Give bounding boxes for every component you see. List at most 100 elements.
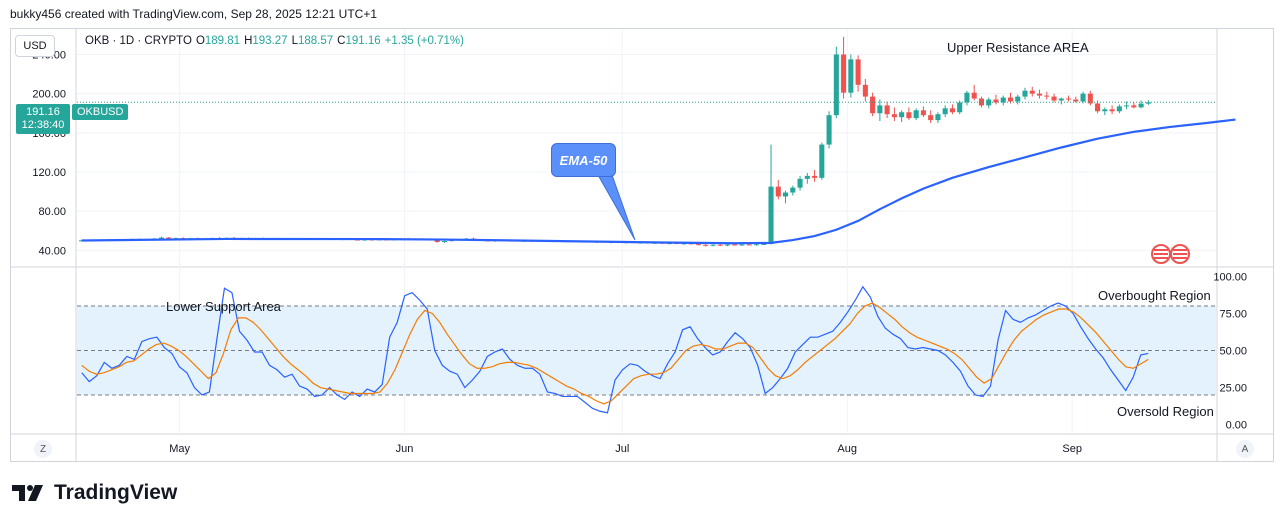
candle-body	[768, 186, 774, 244]
candle-body	[1095, 103, 1101, 112]
rsi-axis-ticks: 100.00 75.00 50.00 25.00 0.00	[1213, 271, 1247, 431]
candle-body	[790, 187, 796, 193]
last-price: 191.16	[26, 106, 60, 118]
rsi-tick-label: 50.00	[1219, 346, 1247, 358]
candle-body	[920, 110, 926, 116]
candle-body	[166, 237, 172, 239]
ema-callout-pointer	[597, 174, 636, 241]
open-value: 189.81	[204, 35, 241, 47]
candle-body	[1124, 105, 1130, 107]
candle-body	[913, 110, 919, 119]
candle-body	[942, 108, 948, 115]
candle-body	[906, 112, 912, 119]
high-value: 193.27	[252, 35, 288, 47]
candle-body	[724, 244, 731, 246]
candle-body	[753, 244, 760, 246]
overbought-annotation: Overbought Region	[1098, 288, 1211, 303]
candle-body	[1131, 105, 1137, 108]
candle-body	[993, 99, 999, 103]
candle-body	[158, 237, 164, 239]
candle-body	[717, 244, 723, 246]
candle-body	[848, 59, 854, 93]
candle-body	[1015, 96, 1021, 102]
candle-body	[971, 92, 977, 99]
candle-body	[739, 244, 745, 246]
support-annotation: Lower Support Area	[166, 299, 281, 314]
candle-body	[935, 114, 941, 121]
currency-selector[interactable]: USD	[15, 35, 55, 57]
low-value: 188.57	[297, 35, 334, 47]
change-value: +1.35 (+0.71%)	[384, 35, 464, 47]
candle-body	[826, 115, 832, 145]
rsi-band	[77, 305, 1216, 396]
time-axis-labels: MayJunJulAugSepOct	[169, 443, 1082, 455]
rsi-tick-label: 25.00	[1219, 383, 1247, 395]
brand-name: TradingView	[54, 481, 178, 504]
chart-frame	[10, 28, 1274, 462]
candle-body	[819, 144, 825, 178]
rsi-tick-label: 75.00	[1219, 308, 1247, 320]
ohlc-legend: OKB · 1D · CRYPTO O189.81 H193.27 L188.5…	[85, 35, 464, 47]
candle-body	[746, 244, 752, 246]
bar-countdown: 12:38:40	[21, 119, 65, 131]
candle-body	[1036, 93, 1043, 96]
candle-body	[761, 243, 767, 245]
rsi-tick-label: 0.00	[1226, 420, 1247, 432]
candle-body	[775, 186, 781, 197]
candle-body	[1051, 96, 1057, 101]
candle-body	[1044, 95, 1050, 97]
candle-body	[797, 178, 803, 188]
open-label: O	[195, 35, 205, 47]
candle-body	[1022, 90, 1028, 97]
candle-body	[891, 114, 897, 118]
candle-body	[710, 244, 716, 246]
candle-body	[877, 105, 883, 114]
candle-body	[79, 240, 85, 242]
candle-body	[1080, 93, 1086, 102]
symbol-label[interactable]: OKB · 1D · CRYPTO	[85, 35, 192, 47]
candle-body	[1066, 98, 1072, 100]
candle-body	[1029, 90, 1035, 94]
time-tick-label: May	[169, 443, 190, 455]
candle-body	[964, 92, 970, 103]
candle-body	[703, 244, 709, 246]
candle-body	[899, 112, 905, 118]
candle-body	[833, 54, 839, 116]
candle-body	[841, 54, 847, 93]
attribution-text: bukky456 created with TradingView.com, S…	[10, 7, 378, 21]
ticker-tag: OKBUSD	[72, 104, 129, 120]
candle-body	[1000, 97, 1006, 103]
candle-body	[1058, 98, 1064, 101]
us-flag-icon	[1170, 244, 1190, 264]
candle-body	[782, 192, 789, 197]
candle-body	[1102, 109, 1108, 112]
candle-body	[986, 99, 992, 106]
low-label: L	[291, 35, 298, 47]
resistance-annotation: Upper Resistance AREA	[947, 40, 1089, 55]
high-label: H	[244, 35, 253, 47]
rsi-fast-line	[81, 285, 1149, 414]
time-tick-label: Jul	[615, 443, 629, 455]
rsi-slow-line	[81, 302, 1149, 405]
candle-body	[1007, 97, 1014, 102]
candle-body	[681, 243, 687, 245]
candle-body	[695, 244, 701, 246]
price-tick-label: 40.00	[38, 245, 66, 257]
auto-scale-button[interactable]: A	[1236, 440, 1254, 458]
log-scale-button[interactable]: Z	[34, 440, 52, 458]
price-tick-label: 80.00	[38, 206, 66, 218]
tradingview-logo-icon	[12, 485, 43, 501]
candle-body	[1138, 103, 1144, 108]
candlestick-series	[77, 36, 1216, 247]
candle-body	[949, 108, 955, 113]
candle-body	[978, 98, 985, 106]
us-flag-icon	[1151, 244, 1171, 264]
candle-body	[1073, 99, 1079, 102]
time-tick-label: Jun	[396, 443, 414, 455]
close-value: 191.16	[345, 35, 381, 47]
rsi-tick-label: 100.00	[1213, 271, 1247, 283]
candle-body	[928, 115, 934, 121]
candle-body	[855, 59, 861, 85]
